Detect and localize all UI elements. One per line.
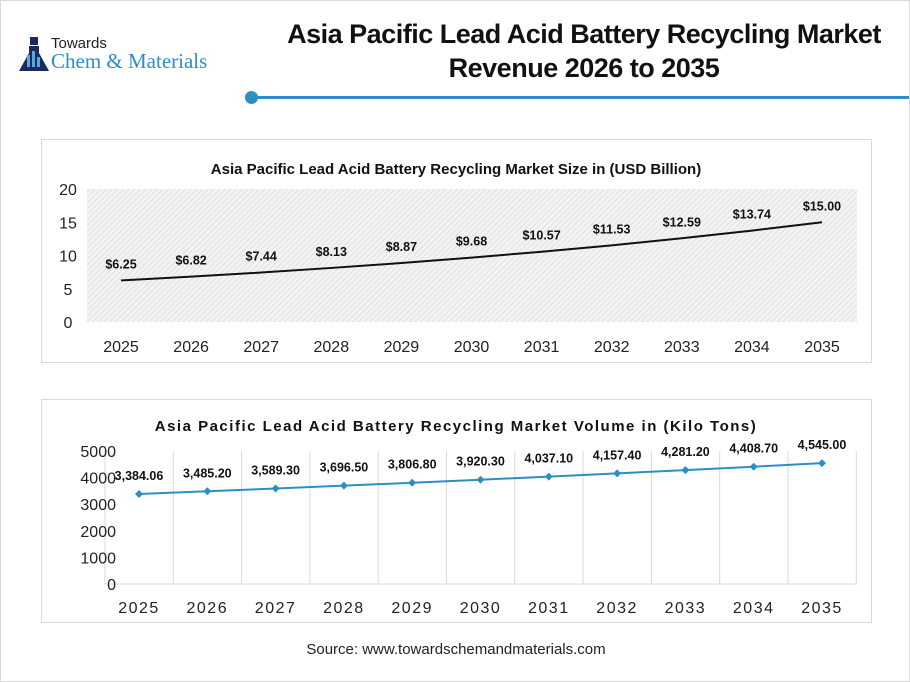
y-tick-label: 15 [59, 215, 77, 232]
data-label: 3,806.80 [388, 458, 437, 472]
flask-icon [19, 37, 49, 71]
data-label: 3,696.50 [320, 461, 369, 475]
data-point [544, 472, 553, 481]
x-tick-label: 2029 [391, 600, 433, 617]
x-tick-label: 2029 [384, 339, 420, 356]
data-label: $12.59 [663, 215, 701, 229]
x-tick-label: 2031 [524, 339, 560, 356]
data-label: $9.68 [456, 235, 487, 249]
data-point [408, 478, 417, 487]
data-point [476, 475, 485, 484]
x-tick-label: 2033 [664, 339, 700, 356]
data-point [681, 466, 690, 475]
data-label: $8.13 [316, 245, 347, 259]
data-label: $6.25 [105, 257, 136, 271]
data-label: $6.82 [175, 254, 206, 268]
chart-title: Asia Pacific Lead Acid Battery Recycling… [155, 418, 758, 435]
data-point [271, 484, 280, 493]
title-line-2: Revenue 2026 to 2035 [448, 53, 720, 83]
x-tick-label: 2030 [454, 339, 490, 356]
series-line [120, 221, 823, 282]
y-tick-label: 4000 [80, 471, 116, 488]
data-label: 3,589.30 [251, 464, 300, 478]
y-tick-label: 1000 [80, 550, 116, 567]
y-tick-label: 5000 [80, 444, 116, 461]
x-tick-label: 2025 [118, 600, 160, 617]
x-tick-label: 2035 [801, 600, 843, 617]
x-tick-label: 2025 [103, 339, 139, 356]
data-label: 3,384.06 [115, 469, 164, 483]
data-label: $13.74 [733, 208, 771, 222]
chart-size-box: Asia Pacific Lead Acid Battery Recycling… [41, 139, 872, 363]
y-tick-label: 5 [64, 282, 73, 299]
x-tick-label: 2028 [314, 339, 350, 356]
y-tick-label: 2000 [80, 524, 116, 541]
y-tick-label: 3000 [80, 497, 116, 514]
data-label: 4,545.00 [798, 438, 847, 452]
x-tick-label: 2026 [173, 339, 209, 356]
data-label: 4,281.20 [661, 445, 710, 459]
data-point [818, 459, 826, 468]
data-point [203, 487, 212, 496]
accent-dot [245, 91, 258, 104]
x-tick-label: 2035 [804, 339, 840, 356]
y-tick-label: 0 [107, 577, 116, 594]
y-tick-label: 20 [59, 182, 77, 199]
data-label: 4,408.70 [729, 442, 778, 456]
data-label: 4,157.40 [593, 448, 642, 462]
x-tick-label: 2034 [734, 339, 770, 356]
data-label: 3,920.30 [456, 455, 505, 469]
x-tick-label: 2032 [594, 339, 630, 356]
page-title: Asia Pacific Lead Acid Battery Recycling… [259, 17, 909, 85]
data-label: 3,485.20 [183, 466, 232, 480]
source-text: Source: www.towardschemandmaterials.com [306, 641, 606, 658]
data-point [613, 469, 622, 478]
plot-background [87, 189, 857, 322]
data-label: 4,037.10 [524, 452, 573, 466]
x-tick-label: 2028 [323, 600, 365, 617]
title-line-1: Asia Pacific Lead Acid Battery Recycling… [287, 19, 881, 49]
y-tick-label: 0 [64, 315, 73, 332]
x-tick-label: 2033 [665, 600, 707, 617]
data-label: $8.87 [386, 240, 417, 254]
data-label: $10.57 [522, 229, 560, 243]
x-tick-label: 2027 [255, 600, 297, 617]
logo-towards: Towards [51, 35, 107, 52]
chart-volume: Asia Pacific Lead Acid Battery Recycling… [80, 418, 857, 617]
data-label: $11.53 [593, 222, 631, 236]
x-tick-label: 2026 [187, 600, 229, 617]
logo-brand: Chem & Materials [51, 49, 208, 73]
data-label: $7.44 [246, 250, 277, 264]
data-point [339, 481, 348, 490]
x-tick-label: 2034 [733, 600, 775, 617]
data-point [749, 462, 758, 471]
accent-line [253, 96, 909, 99]
data-point [135, 489, 143, 498]
x-tick-label: 2030 [460, 600, 502, 617]
chart-size: Asia Pacific Lead Acid Battery Recycling… [59, 161, 857, 356]
y-tick-label: 10 [59, 249, 77, 266]
chart-title: Asia Pacific Lead Acid Battery Recycling… [211, 161, 701, 178]
data-label: $15.00 [803, 199, 841, 213]
x-tick-label: 2032 [596, 600, 638, 617]
chart-volume-box: Asia Pacific Lead Acid Battery Recycling… [41, 399, 872, 623]
x-tick-label: 2027 [243, 339, 279, 356]
x-tick-label: 2031 [528, 600, 570, 617]
